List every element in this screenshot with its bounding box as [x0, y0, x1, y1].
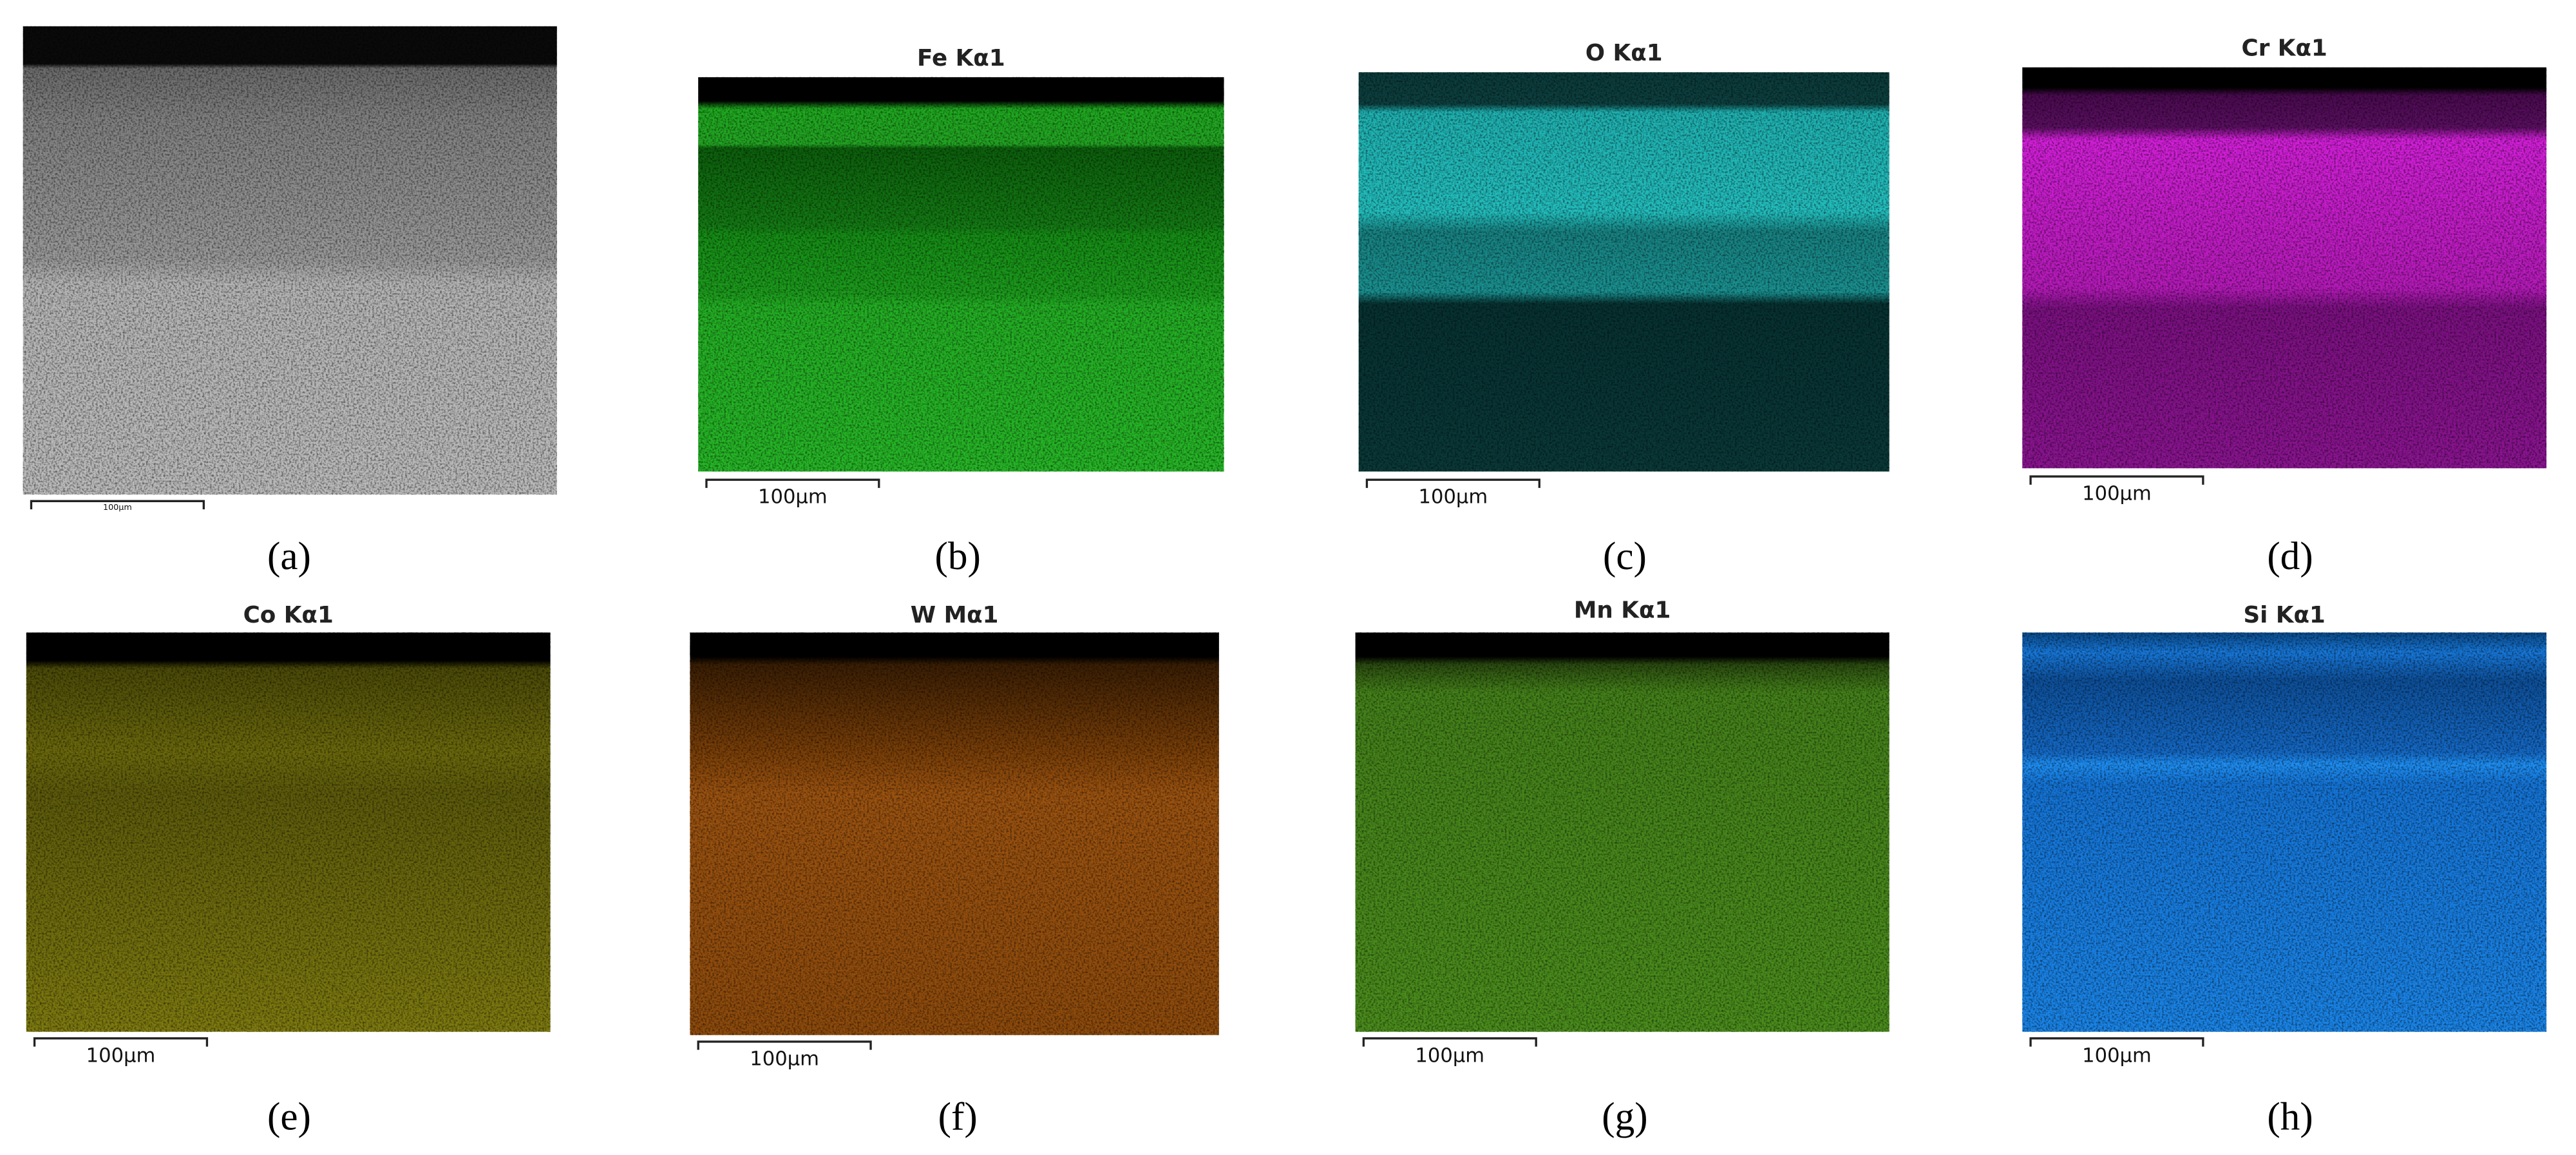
panel-title: Si Kα1 — [2243, 602, 2325, 628]
micrograph-texture — [2022, 67, 2547, 469]
micrograph-texture — [1358, 72, 1889, 472]
panel-caption: (c) — [1603, 534, 1647, 578]
scale-bar-label: 100μm — [1415, 1044, 1484, 1067]
scale-bar-label: 100μm — [103, 503, 132, 512]
micrograph-texture — [1355, 632, 1889, 1032]
scale-bar — [2029, 1037, 2204, 1047]
scale-bar-label: 100μm — [1419, 486, 1488, 509]
scale-bar-label: 100μm — [2082, 483, 2152, 505]
panel-title: O Kα1 — [1586, 40, 1663, 66]
scale-bar — [30, 500, 205, 510]
panel-caption: (a) — [267, 534, 311, 578]
panel-title: Co Kα1 — [243, 602, 334, 628]
panel-title: W Mα1 — [911, 602, 999, 628]
panel-caption: (h) — [2267, 1094, 2313, 1138]
scale-bar-label: 100μm — [758, 486, 828, 509]
micrograph-texture — [26, 632, 551, 1032]
scale-bar-label: 100μm — [2082, 1044, 2152, 1067]
scale-bar — [2029, 475, 2204, 485]
panel-caption: (e) — [267, 1094, 311, 1138]
scale-bar — [697, 1040, 872, 1050]
micrograph-texture — [698, 77, 1224, 472]
panel-caption: (g) — [1602, 1094, 1647, 1138]
panel-title: Cr Kα1 — [2242, 35, 2327, 62]
panel-caption: (d) — [2267, 534, 2313, 578]
micrograph-texture — [23, 26, 557, 495]
panel-title: Mn Kα1 — [1574, 597, 1671, 623]
panel-title: Fe Kα1 — [917, 45, 1005, 71]
micrograph-texture — [690, 632, 1219, 1035]
scale-bar — [705, 478, 880, 488]
panel-caption: (f) — [938, 1094, 978, 1138]
scale-bar — [33, 1037, 209, 1047]
panel-caption: (b) — [935, 534, 981, 578]
scale-bar — [1365, 478, 1540, 488]
scale-bar-label: 100μm — [86, 1044, 156, 1067]
micrograph-texture — [2022, 632, 2547, 1032]
scale-bar-label: 100μm — [750, 1047, 819, 1070]
scale-bar — [1362, 1037, 1537, 1047]
